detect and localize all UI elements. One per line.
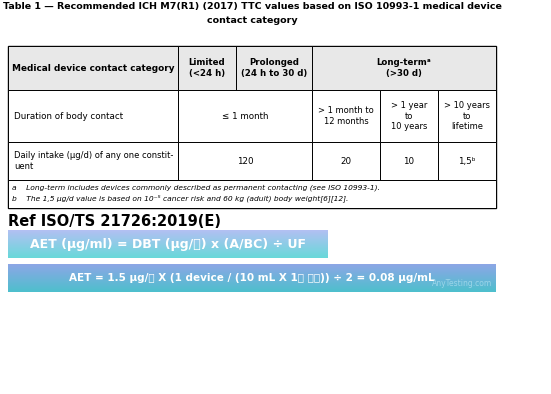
Bar <box>8 180 496 208</box>
Text: 1,5ᵇ: 1,5ᵇ <box>458 156 476 165</box>
Text: Daily intake (μg/d) of any one constit-
uent: Daily intake (μg/d) of any one constit- … <box>14 151 174 171</box>
Text: > 1 month to
12 months: > 1 month to 12 months <box>318 106 374 126</box>
Bar <box>380 90 438 142</box>
Text: Table 1 — Recommended ICH M7(R1) (2017) TTC values based on ISO 10993-1 medical : Table 1 — Recommended ICH M7(R1) (2017) … <box>3 2 501 11</box>
Text: Ref ISO/TS 21726:2019(E): Ref ISO/TS 21726:2019(E) <box>8 214 221 229</box>
Text: b    The 1,5 μg/d value is based on 10⁻⁵ cancer risk and 60 kg (adult) body weig: b The 1,5 μg/d value is based on 10⁻⁵ ca… <box>12 194 348 202</box>
Bar <box>8 46 496 208</box>
Bar <box>8 46 178 90</box>
Text: a    Long-term includes devices commonly described as permanent contacting (see : a Long-term includes devices commonly de… <box>12 184 380 191</box>
Text: > 1 year
to
10 years: > 1 year to 10 years <box>391 101 427 131</box>
Bar <box>8 90 178 142</box>
Text: Limited
(<24 h): Limited (<24 h) <box>188 58 225 78</box>
Bar <box>178 142 312 180</box>
Text: AET = 1.5 μg/天 X (1 device / (10 mL X 1个 器械)) ÷ 2 = 0.08 μg/mL: AET = 1.5 μg/天 X (1 device / (10 mL X 1个… <box>69 273 435 283</box>
Text: ≤ 1 month: ≤ 1 month <box>222 112 268 121</box>
Text: contact category: contact category <box>207 16 298 25</box>
Bar <box>178 90 312 142</box>
Bar <box>178 46 236 90</box>
Bar <box>312 46 496 90</box>
Text: AET (μg/ml) = DBT (μg/天) x (A/BC) ÷ UF: AET (μg/ml) = DBT (μg/天) x (A/BC) ÷ UF <box>30 238 306 251</box>
Text: Medical device contact category: Medical device contact category <box>12 63 174 72</box>
Bar <box>438 142 496 180</box>
Text: 20: 20 <box>341 156 352 165</box>
Bar <box>438 90 496 142</box>
Bar <box>312 90 380 142</box>
Text: Duration of body contact: Duration of body contact <box>14 112 123 121</box>
Bar <box>236 46 312 90</box>
Bar <box>380 142 438 180</box>
Text: 120: 120 <box>237 156 253 165</box>
Bar <box>8 142 178 180</box>
Text: AnyTesting.com: AnyTesting.com <box>432 279 492 288</box>
Text: 10: 10 <box>403 156 414 165</box>
Text: > 10 years
to
lifetime: > 10 years to lifetime <box>444 101 490 131</box>
Bar <box>312 142 380 180</box>
Text: Long-termᵃ
(>30 d): Long-termᵃ (>30 d) <box>377 58 431 78</box>
Text: Prolonged
(24 h to 30 d): Prolonged (24 h to 30 d) <box>241 58 307 78</box>
